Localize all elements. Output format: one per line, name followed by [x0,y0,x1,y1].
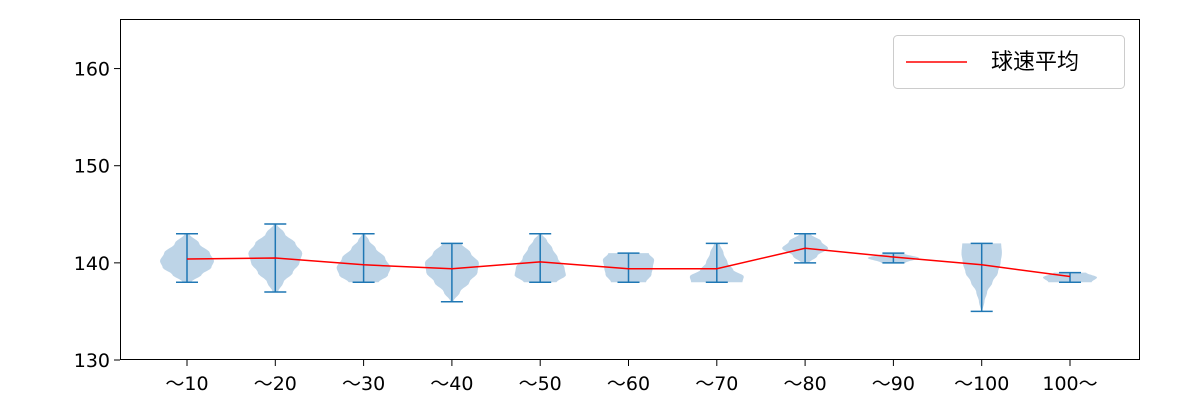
x-tick-label: ～80 [784,373,827,395]
plot-frame [120,19,1140,360]
x-axis: ～10 ～20 ～30 ～40 ～50 ～60 ～70 ～80 ～90 ～100 100～ [165,360,1098,395]
legend-box [893,35,1125,89]
x-tick-label: ～40 [430,373,473,395]
x-tick-label: ～30 [342,373,385,395]
x-tick-label: ～20 [254,373,297,395]
x-tick-label: ～50 [519,373,562,395]
mean-speed-line [186,247,1071,278]
x-tick-label: ～10 [165,373,208,395]
x-tick-label: ～90 [872,373,915,395]
legend: 球速平均 [893,35,1125,89]
y-tick-label: 130 [74,350,110,372]
x-tick-label: ～100 [954,373,1009,395]
y-tick-label: 160 [74,59,110,81]
y-tick-label: 150 [74,156,110,178]
x-tick-label: ～70 [695,373,738,395]
y-tick-label: 140 [74,253,110,275]
whisker-layer [176,223,1081,313]
legend-label: 球速平均 [991,50,1079,75]
x-tick-label: ～60 [607,373,650,395]
y-axis: 130 140 150 160 [74,59,120,372]
x-tick-label: 100～ [1042,373,1097,395]
